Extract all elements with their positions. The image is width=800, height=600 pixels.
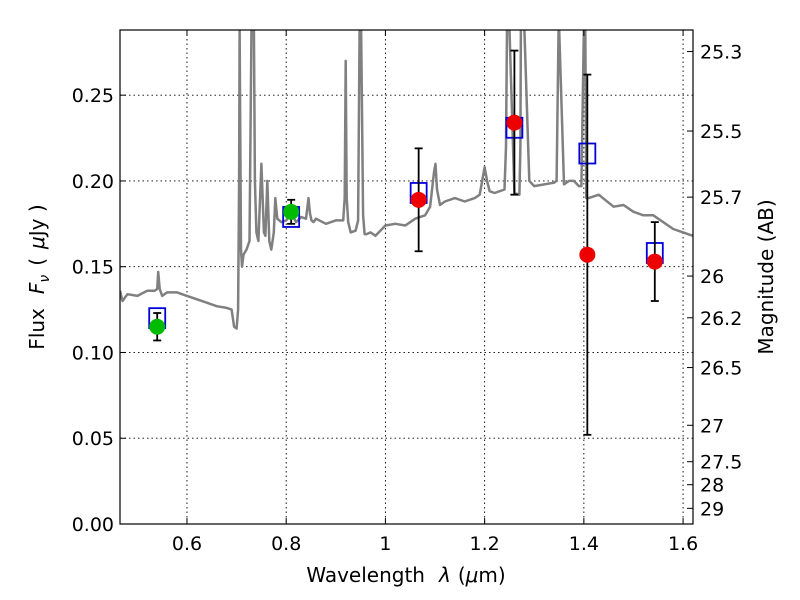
y-tick-label: 0.15	[72, 257, 114, 279]
points-layer	[148, 49, 664, 436]
x-tick-label: 0.6	[172, 533, 202, 555]
tick-labels: 0.6 0.8 1 1.2 1.4 1.6 0.00 0.05 0.10 0.15 0.20 0.25…	[72, 42, 743, 555]
y2-tick-label: 29	[700, 498, 724, 520]
observed-point	[410, 191, 427, 208]
observed-point	[579, 246, 596, 263]
y-axis-title: FluxFν(μJy )	[25, 204, 53, 349]
y2-tick-label: 26	[700, 266, 724, 288]
y2-tick-label: 28	[700, 475, 724, 497]
y2-tick-label: 25.5	[700, 121, 742, 143]
observed-point	[506, 114, 523, 131]
observed-point	[283, 203, 300, 220]
y-tick-label: 0.00	[72, 514, 114, 536]
x-tick-label: 1.4	[569, 533, 599, 555]
x-tick-label: 1.6	[668, 533, 698, 555]
plot-frame	[119, 29, 694, 525]
y-tick-label: 0.10	[72, 342, 114, 364]
y2-tick-label: 27	[700, 415, 724, 437]
spectrum-line	[120, 30, 693, 330]
y2-tick-label: 27.5	[700, 452, 742, 474]
y2-tick-label: 25.7	[700, 187, 742, 209]
y-tick-label: 0.25	[72, 85, 114, 107]
y2-tick-label: 25.3	[700, 42, 742, 64]
x-tick-label: 1.2	[470, 533, 500, 555]
x-axis-title: Wavelength λ (μm)	[306, 563, 505, 587]
y-tick-label: 0.05	[72, 428, 114, 450]
observed-point	[646, 253, 663, 270]
grid-lines	[120, 30, 693, 525]
y2-axis-title: Magnitude (AB)	[754, 199, 778, 354]
ticks	[120, 30, 693, 525]
y-tick-label: 0.20	[72, 171, 114, 193]
y2-tick-label: 26.2	[700, 308, 742, 330]
y2-tick-label: 26.5	[700, 358, 742, 380]
plot-area	[120, 30, 693, 436]
x-tick-label: 1	[379, 533, 391, 555]
observed-point	[149, 318, 166, 335]
x-tick-label: 0.8	[271, 533, 301, 555]
spectrum-layer	[120, 30, 693, 330]
